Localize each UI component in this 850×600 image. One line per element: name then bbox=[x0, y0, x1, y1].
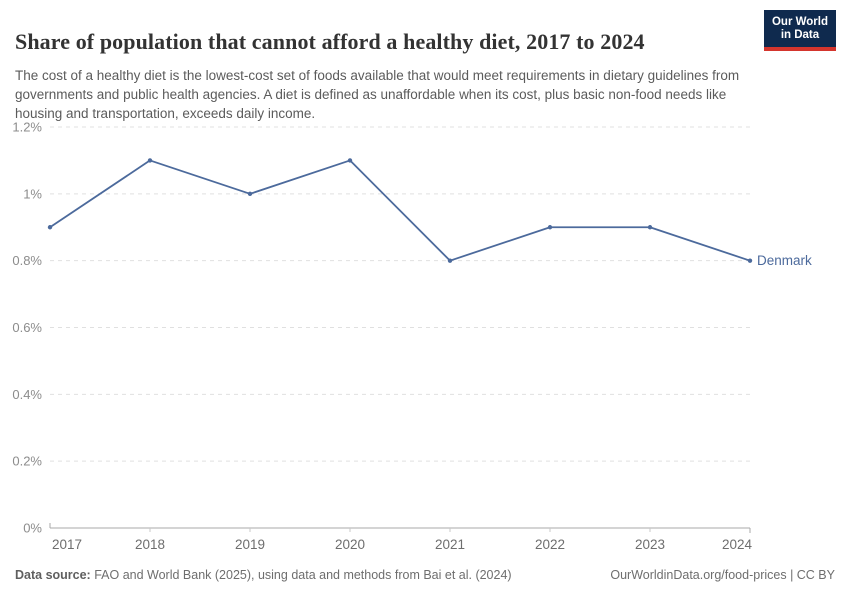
page-title: Share of population that cannot afford a… bbox=[15, 28, 645, 54]
y-tick-label: 1% bbox=[23, 186, 42, 201]
owid-link[interactable]: OurWorldinData.org/food-prices | CC BY bbox=[610, 568, 835, 582]
line-chart: 0% 0.2% 0.4% 0.6% 0.8% 1% 1.2% 2017 2018 2019 2020… bbox=[0, 112, 850, 560]
data-point[interactable] bbox=[447, 258, 453, 263]
line-series-denmark[interactable] bbox=[49, 159, 751, 262]
x-tick-label: 2024 bbox=[722, 537, 753, 552]
data-source: Data source: FAO and World Bank (2025), … bbox=[15, 568, 512, 582]
chart-svg: 0% 0.2% 0.4% 0.6% 0.8% 1% 1.2% 2017 2018 2019 2020… bbox=[12, 120, 812, 553]
x-tick-label: 2023 bbox=[635, 537, 665, 552]
y-axis-labels: 0% 0.2% 0.4% 0.6% 0.8% 1% 1.2% bbox=[12, 120, 42, 536]
y-tick-label: 1.2% bbox=[12, 120, 42, 135]
x-tick-label: 2020 bbox=[335, 537, 365, 552]
data-point[interactable] bbox=[347, 158, 353, 163]
chart-footer: Data source: FAO and World Bank (2025), … bbox=[15, 564, 835, 586]
owid-logo-line2: in Data bbox=[780, 29, 820, 41]
data-points-denmark bbox=[47, 158, 753, 263]
owid-logo[interactable]: Our World in Data bbox=[763, 10, 836, 51]
gridlines bbox=[50, 126, 750, 462]
y-tick-label: 0.6% bbox=[12, 320, 42, 335]
data-point[interactable] bbox=[647, 225, 653, 230]
data-source-text: FAO and World Bank (2025), using data an… bbox=[94, 568, 512, 582]
y-tick-label: 0.2% bbox=[12, 454, 42, 469]
x-tick-label: 2022 bbox=[535, 537, 565, 552]
x-tick-label: 2021 bbox=[435, 537, 465, 552]
x-tick-label: 2018 bbox=[135, 537, 165, 552]
data-point[interactable] bbox=[247, 191, 253, 197]
data-point[interactable] bbox=[747, 258, 753, 263]
data-point[interactable] bbox=[47, 225, 53, 230]
owid-logo-line1: Our World bbox=[771, 16, 828, 28]
x-tick-label: 2019 bbox=[235, 537, 265, 552]
data-point[interactable] bbox=[547, 225, 553, 230]
x-tick-label: 2017 bbox=[52, 537, 82, 552]
chart-subtitle: The cost of a healthy diet is the lowest… bbox=[15, 67, 740, 121]
data-source-label: Data source: bbox=[15, 568, 91, 582]
x-axis: 2017 2018 2019 2020 2021 2022 2023 2024 bbox=[49, 523, 753, 552]
y-tick-label: 0.4% bbox=[12, 387, 42, 402]
data-point[interactable] bbox=[147, 158, 153, 163]
y-tick-label: 0.8% bbox=[12, 253, 42, 268]
y-tick-label: 0% bbox=[23, 521, 42, 536]
series-label-denmark[interactable]: Denmark bbox=[757, 253, 812, 268]
